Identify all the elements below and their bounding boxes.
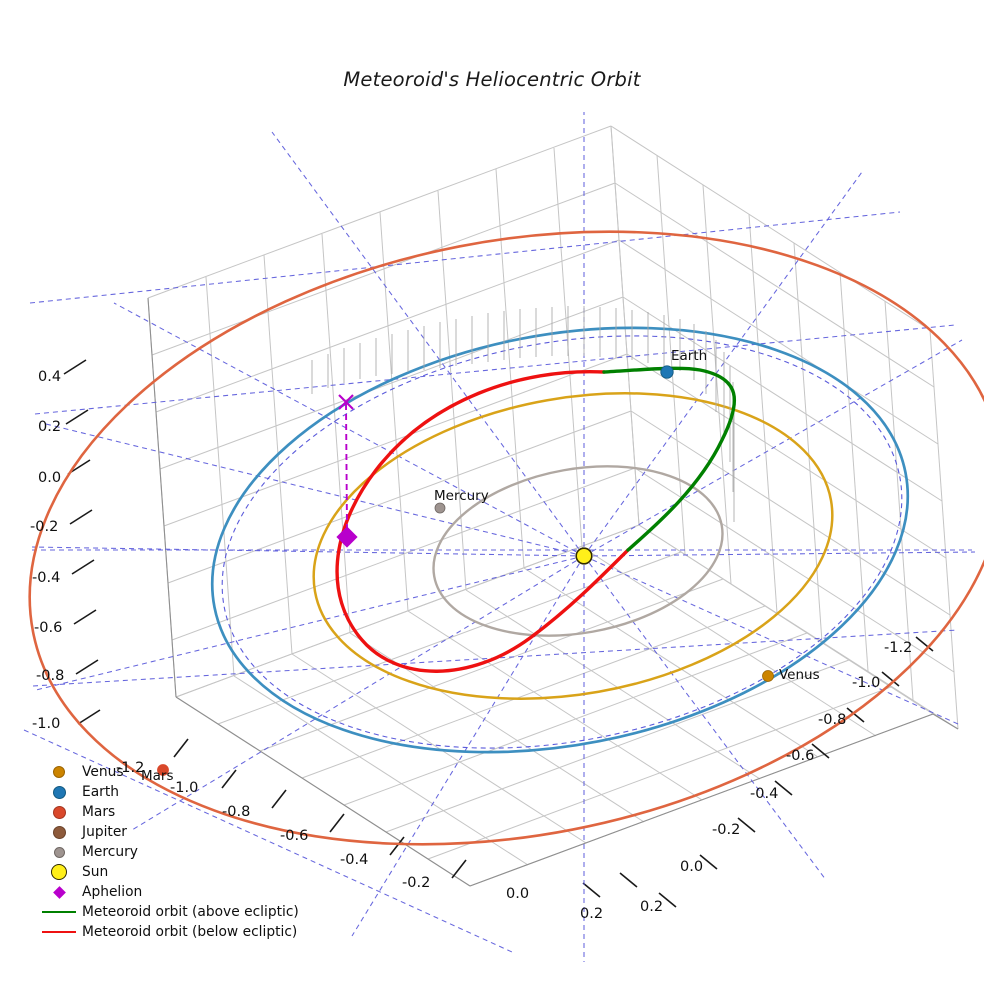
legend-item-mercury[interactable]: Mercury: [36, 842, 299, 862]
venus-marker-icon: [36, 766, 82, 778]
venus-label: Venus: [779, 667, 820, 683]
legend-item-earth[interactable]: Earth: [36, 782, 299, 802]
legend-label-meteoroid-below: Meteoroid orbit (below ecliptic): [82, 924, 298, 940]
aphelion-marker: [336, 526, 358, 548]
y-tick-label-4: -0.6: [786, 748, 815, 764]
x-tick-label-3: -0.6: [280, 828, 309, 844]
y-tick-label-0: 0.2: [640, 899, 664, 915]
page-title: Meteoroid's Heliocentric Orbit: [343, 68, 641, 91]
z-tick-label-0: 0.4: [38, 369, 62, 385]
ecliptic-reference-lines: [23, 112, 976, 962]
axes-pane-grid: [147, 125, 959, 887]
x-tick-label-1: -1.0: [170, 780, 199, 796]
z-tick-label-2: 0.0: [38, 470, 62, 486]
mars-marker-icon: [36, 805, 82, 819]
meteoroid-orbit-below-ecliptic: [335, 369, 630, 673]
x-tick-label-7: 0.2: [580, 906, 604, 922]
z-tick-label-1: 0.2: [38, 419, 62, 435]
legend-label-jupiter: Jupiter: [82, 824, 127, 840]
mercury-marker: [434, 502, 446, 514]
pane-right-grid: [610, 125, 959, 730]
earth-orbit-dashed-overlay: [221, 335, 903, 749]
z-tick-label-6: -0.8: [36, 668, 65, 684]
mars-label: Mars: [141, 768, 174, 784]
axis-spines: [147, 297, 959, 887]
y-tick-label-1: 0.0: [680, 859, 704, 875]
legend-item-mars[interactable]: Mars: [36, 802, 299, 822]
y-tick-label-3: -0.4: [750, 786, 779, 802]
meteoroid-above-line-icon: [36, 910, 82, 914]
legend-label-aphelion: Aphelion: [82, 884, 143, 900]
y-tick-label-7: -1.2: [884, 640, 913, 656]
legend-item-meteoroid-below[interactable]: Meteoroid orbit (below ecliptic): [36, 922, 299, 942]
venus-orbit-path: [312, 392, 834, 700]
legend-label-mars: Mars: [82, 804, 116, 820]
x-tick-label-0: -1.2: [116, 760, 145, 776]
earth-marker: [660, 365, 674, 379]
earth-orbit-path: [210, 326, 910, 754]
legend-label-earth: Earth: [82, 784, 119, 800]
sun-marker-icon: [36, 864, 82, 880]
aphelion-projection-x-icon: [338, 394, 354, 410]
x-tick-label-4: -0.4: [340, 852, 369, 868]
legend-item-meteoroid-above[interactable]: Meteoroid orbit (above ecliptic): [36, 902, 299, 922]
mars-orbit-path: [28, 230, 984, 846]
x-tick-label-6: 0.0: [506, 886, 530, 902]
z-tick-label-4: -0.4: [32, 570, 61, 586]
x-tick-label-2: -0.8: [222, 804, 251, 820]
venus-marker: [762, 670, 774, 682]
meteoroid-stem-lines: [311, 306, 735, 522]
mercury-marker-icon: [36, 846, 82, 858]
pane-left-grid: [147, 125, 640, 698]
legend: Venus Earth Mars Jupiter Mercury: [36, 762, 299, 942]
aphelion-marker-icon: [36, 885, 82, 899]
legend-label-venus: Venus: [82, 764, 124, 780]
z-tick-label-7: -1.0: [32, 716, 61, 732]
sun-marker: [575, 547, 593, 565]
meteoroid-below-line-icon: [36, 930, 82, 934]
legend-item-aphelion[interactable]: Aphelion: [36, 882, 299, 902]
aphelion-projection-line: [345, 403, 348, 531]
legend-label-mercury: Mercury: [82, 844, 138, 860]
mercury-orbit-path: [432, 465, 724, 637]
legend-item-sun[interactable]: Sun: [36, 862, 299, 882]
legend-item-jupiter[interactable]: Jupiter: [36, 822, 299, 842]
jupiter-marker-icon: [36, 825, 82, 839]
z-tick-label-5: -0.6: [34, 620, 63, 636]
y-tick-label-2: -0.2: [712, 822, 741, 838]
legend-label-sun: Sun: [82, 864, 109, 880]
earth-marker-icon: [36, 785, 82, 799]
y-tick-label-5: -0.8: [818, 712, 847, 728]
legend-item-venus[interactable]: Venus: [36, 762, 299, 782]
z-tick-label-3: -0.2: [30, 519, 59, 535]
earth-label: Earth: [671, 348, 708, 364]
y-tick-label-6: -1.0: [852, 675, 881, 691]
legend-label-meteoroid-above: Meteoroid orbit (above ecliptic): [82, 904, 299, 920]
mars-marker: [157, 764, 169, 776]
x-tick-label-5: -0.2: [402, 875, 431, 891]
mercury-label: Mercury: [434, 488, 489, 504]
